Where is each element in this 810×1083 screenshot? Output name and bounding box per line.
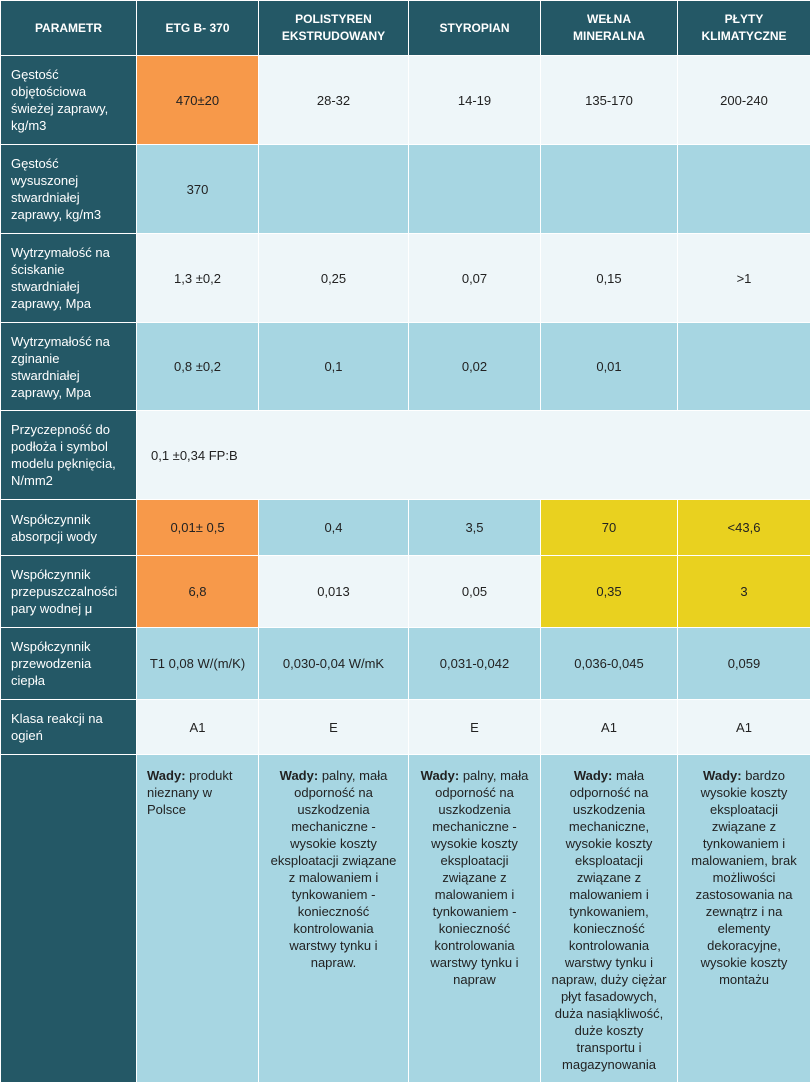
notes-cell: Wady: palny, mała odporność na uszkodzen…	[408, 754, 541, 1083]
value-cell: 0,059	[677, 627, 810, 700]
header-row: PARAMETR ETG B- 370 POLISTYREN EKSTRUDOWAN…	[0, 0, 810, 56]
value-cell: 0,07	[408, 233, 541, 323]
row-label	[0, 754, 137, 1083]
row-label: Współczynnik absorpcji wody	[0, 499, 137, 556]
row-label: Gęstość wysuszonej stwardniałej zaprawy,…	[0, 144, 137, 234]
value-cell: E	[258, 699, 409, 755]
value-cell: 0,01	[540, 322, 678, 411]
notes-cell: Wady: produkt nieznany w Polsce	[136, 754, 259, 1083]
header-cell: STYROPIAN	[408, 0, 541, 56]
value-cell: 200-240	[677, 55, 810, 145]
notes-bold: Wady:	[573, 768, 613, 783]
notes-text: palny, mała odporność na uszkodzenia mec…	[270, 768, 397, 970]
row-label: Klasa reakcji na ogień	[0, 699, 137, 755]
value-cell: 0,25	[258, 233, 409, 323]
value-cell: 135-170	[540, 55, 678, 145]
table-row: Klasa reakcji na ogień A1 E E A1 A1	[0, 699, 810, 755]
value-cell: 0,036-0,045	[540, 627, 678, 700]
table-row: Wytrzymałość na zginanie stwardniałej za…	[0, 322, 810, 411]
row-label: Wytrzymałość na zginanie stwardniałej za…	[0, 322, 137, 411]
value-cell: 0,8 ±0,2	[136, 322, 259, 411]
notes-cell: Wady: bardzo wysokie koszty eksploatacji…	[677, 754, 810, 1083]
notes-bold: Wady:	[147, 768, 186, 783]
value-cell: <43,6	[677, 499, 810, 556]
value-cell: 0,02	[408, 322, 541, 411]
value-cell: 370	[136, 144, 259, 234]
row-label: Gęstość objętościowa świeżej zaprawy, kg…	[0, 55, 137, 145]
value-cell: 28-32	[258, 55, 409, 145]
value-cell: 0,4	[258, 499, 409, 556]
value-cell: A1	[540, 699, 678, 755]
notes-cell: Wady: palny, mała odporność na uszkodzen…	[258, 754, 409, 1083]
table-row: Gęstość wysuszonej stwardniałej zaprawy,…	[0, 144, 810, 234]
empty-cell	[408, 144, 541, 234]
notes-cell: Wady: mała odporność na uszkodzenia mech…	[540, 754, 678, 1083]
notes-bold: Wady:	[703, 768, 742, 783]
empty-cell	[677, 322, 810, 411]
value-cell: 3	[677, 555, 810, 628]
value-cell: 0,1 ±0,34 FP:B	[136, 410, 810, 500]
value-cell: 0,013	[258, 555, 409, 628]
notes-text: bardzo wysokie koszty eksploatacji związ…	[691, 768, 797, 987]
notes-row: Wady: produkt nieznany w Polsce Wady: pal…	[0, 754, 810, 1083]
row-label: Przyczepność do podłoża i symbol modelu …	[0, 410, 137, 500]
empty-cell	[258, 144, 409, 234]
value-cell: A1	[136, 699, 259, 755]
value-cell: 14-19	[408, 55, 541, 145]
table-row: Gęstość objętościowa świeżej zaprawy, kg…	[0, 55, 810, 145]
table-body: Gęstość objętościowa świeżej zaprawy, kg…	[0, 55, 810, 1083]
value-cell: 6,8	[136, 555, 259, 628]
notes-text: palny, mała odporność na uszkodzenia mec…	[430, 768, 529, 987]
value-cell: 0,15	[540, 233, 678, 323]
value-cell: 1,3 ±0,2	[136, 233, 259, 323]
notes-bold: Wady:	[420, 768, 460, 783]
value-cell: E	[408, 699, 541, 755]
header-cell: POLISTYREN EKSTRUDOWANY	[258, 0, 409, 56]
value-cell: 470±20	[136, 55, 259, 145]
value-cell: 0,01± 0,5	[136, 499, 259, 556]
header-cell: PARAMETR	[0, 0, 137, 56]
header-cell: WEŁNA MINERALNA	[540, 0, 678, 56]
table-row: Współczynnik przepuszczalności pary wodn…	[0, 555, 810, 628]
value-cell: 0,030-0,04 W/mK	[258, 627, 409, 700]
header-cell: ETG B- 370	[136, 0, 259, 56]
notes-bold: Wady:	[279, 768, 319, 783]
value-cell: 0,05	[408, 555, 541, 628]
value-cell: 3,5	[408, 499, 541, 556]
table-row: Wytrzymałość na ściskanie stwardniałej z…	[0, 233, 810, 323]
table-row: Współczynnik absorpcji wody 0,01± 0,5 0,4 3…	[0, 499, 810, 556]
value-cell: A1	[677, 699, 810, 755]
row-label: Współczynnik przepuszczalności pary wodn…	[0, 555, 137, 628]
value-cell: 0,031-0,042	[408, 627, 541, 700]
value-cell: 0,1	[258, 322, 409, 411]
notes-text: produkt nieznany w Polsce	[147, 768, 233, 817]
notes-text: mała odporność na uszkodzenia mechaniczn…	[551, 768, 667, 1072]
row-label: Wytrzymałość na ściskanie stwardniałej z…	[0, 233, 137, 323]
row-label: Współczynnik przewodzenia ciepła	[0, 627, 137, 700]
value-cell: >1	[677, 233, 810, 323]
value-cell: 0,35	[540, 555, 678, 628]
header-cell: PŁYTY KLIMATYCZNE	[677, 0, 810, 56]
table-row: Współczynnik przewodzenia ciepła T1 0,08 …	[0, 627, 810, 700]
table-row: Przyczepność do podłoża i symbol modelu …	[0, 410, 810, 500]
value-cell: 70	[540, 499, 678, 556]
value-cell: T1 0,08 W/(m/K)	[136, 627, 259, 700]
empty-cell	[677, 144, 810, 234]
empty-cell	[540, 144, 678, 234]
